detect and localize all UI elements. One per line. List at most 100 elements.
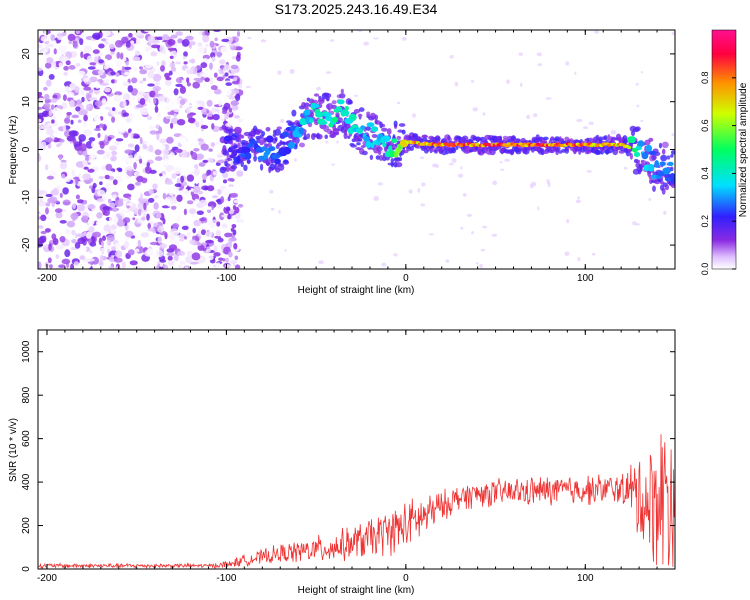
heatmap-noise-cell: [316, 86, 321, 91]
heatmap-noise-cell: [167, 260, 175, 266]
heatmap-ridge-cell: [224, 135, 233, 142]
heatmap-noise-cell: [75, 176, 79, 185]
heatmap-noise-cell: [186, 113, 193, 119]
heatmap-noise-cell: [169, 55, 174, 60]
heatmap-noise-cell: [76, 180, 86, 187]
heatmap-noise-cell: [191, 152, 198, 160]
heatmap-noise-cell: [55, 211, 63, 219]
heatmap-noise-cell: [402, 36, 407, 41]
x-tick-label: -100: [216, 573, 236, 584]
heatmap-noise-cell: [167, 39, 176, 46]
heatmap-noise-cell: [142, 144, 148, 150]
heatmap-ridge-cell: [363, 136, 370, 142]
heatmap-noise-cell: [186, 231, 192, 238]
heatmap-noise-cell: [58, 264, 66, 269]
heatmap-noise-cell: [166, 97, 170, 105]
heatmap-noise-cell: [173, 167, 182, 175]
heatmap-ridge-cell: [382, 135, 391, 142]
heatmap-noise-cell: [92, 147, 98, 152]
heatmap-noise-cell: [566, 219, 570, 224]
heatmap-noise-cell: [179, 139, 188, 146]
heatmap-noise-cell: [482, 112, 486, 116]
heatmap-noise-cell: [147, 223, 151, 229]
heatmap-noise-cell: [205, 231, 213, 237]
heatmap-noise-cell: [83, 114, 88, 122]
heatmap-noise-cell: [216, 51, 222, 58]
heatmap-noise-cell: [237, 203, 244, 208]
heatmap-noise-cell: [228, 208, 234, 215]
heatmap-noise-cell: [175, 148, 183, 153]
heatmap-noise-cell: [171, 99, 175, 108]
heatmap-noise-cell: [79, 38, 84, 46]
heatmap-noise-cell: [107, 170, 114, 176]
heatmap-cell: [306, 133, 311, 140]
heatmap-noise-cell: [148, 144, 154, 153]
heatmap-noise-cell: [99, 181, 103, 185]
heatmap-noise-cell: [184, 266, 189, 269]
heatmap-noise-cell: [396, 101, 401, 105]
heatmap-noise-cell: [141, 216, 146, 221]
heatmap-noise-cell: [153, 97, 157, 104]
heatmap-noise-cell: [209, 77, 214, 86]
heatmap-ridge-cell: [391, 138, 398, 144]
heatmap-noise-cell: [186, 250, 194, 257]
heatmap-noise-cell: [132, 266, 142, 269]
heatmap-noise-cell: [230, 100, 239, 106]
heatmap-noise-cell: [57, 108, 63, 116]
heatmap-noise-cell: [194, 126, 199, 135]
heatmap-noise-cell: [39, 235, 46, 244]
heatmap-noise-cell: [235, 93, 241, 102]
heatmap-noise-cell: [176, 178, 180, 184]
heatmap-noise-cell: [183, 236, 188, 240]
heatmap-cell: [318, 99, 325, 104]
heatmap-noise-cell: [231, 224, 237, 229]
heatmap-noise-cell: [260, 39, 267, 43]
heatmap-noise-cell: [230, 89, 240, 94]
heatmap-noise-cell: [159, 138, 168, 144]
heatmap-noise-cell: [169, 62, 176, 69]
heatmap-noise-cell: [156, 249, 164, 258]
heatmap-noise-cell: [175, 83, 183, 87]
heatmap-noise-cell: [184, 191, 190, 195]
heatmap-noise-cell: [207, 116, 214, 120]
heatmap-noise-cell: [145, 166, 150, 172]
heatmap-noise-cell: [157, 236, 163, 244]
heatmap-noise-cell: [212, 113, 220, 121]
heatmap-noise-cell: [110, 71, 116, 76]
heatmap-cell: [324, 93, 332, 98]
heatmap-noise-cell: [122, 81, 130, 87]
heatmap-noise-cell: [154, 195, 159, 199]
heatmap-noise-cell: [230, 192, 239, 198]
heatmap-ridge-cell: [315, 111, 324, 118]
heatmap-noise-cell: [289, 69, 295, 74]
heatmap-noise-cell: [215, 230, 221, 237]
heatmap-cell: [236, 137, 242, 143]
y-tick-label: -10: [21, 190, 32, 205]
heatmap-noise-cell: [102, 30, 111, 37]
heatmap-noise-cell: [89, 185, 93, 189]
heatmap-cell: [360, 145, 366, 148]
y-tick-label: 10: [21, 96, 32, 108]
heatmap-noise-cell: [139, 193, 143, 201]
heatmap-noise-cell: [99, 247, 108, 254]
heatmap-noise-cell: [87, 218, 95, 226]
heatmap-noise-cell: [114, 141, 120, 146]
heatmap-cell: [374, 114, 379, 121]
heatmap-noise-cell: [235, 264, 241, 269]
heatmap-cell: [324, 134, 329, 139]
heatmap-cell: [670, 150, 675, 155]
heatmap-noise-cell: [51, 119, 55, 124]
heatmap-noise-cell: [224, 87, 232, 96]
heatmap-noise-cell: [133, 162, 137, 170]
heatmap-cell: [339, 93, 346, 99]
heatmap-noise-cell: [168, 70, 173, 76]
heatmap-noise-cell: [137, 239, 142, 248]
heatmap-noise-cell: [221, 110, 228, 115]
heatmap-noise-cell: [50, 34, 56, 41]
heatmap-noise-cell: [233, 76, 238, 82]
heatmap-noise-cell: [87, 204, 96, 210]
heatmap-noise-cell: [82, 159, 88, 166]
heatmap-noise-cell: [74, 242, 81, 249]
colorbar: 0.0 0.2 0.4 0.6 0.8 Normalized spectral ampl…: [700, 29, 749, 275]
